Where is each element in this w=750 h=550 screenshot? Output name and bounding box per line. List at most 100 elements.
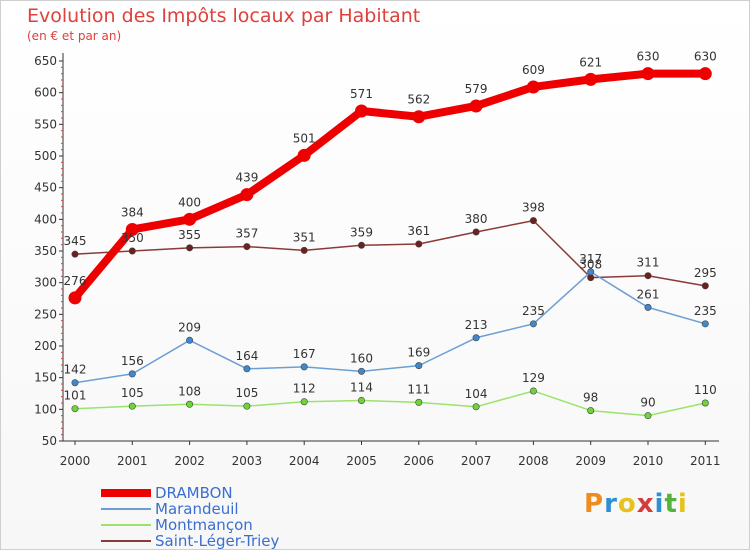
data-point [297,148,311,162]
data-label: 169 [407,346,430,360]
data-label: 579 [465,82,488,96]
y-tick-label: 250 [34,307,57,321]
brand-letter: t [664,489,678,519]
legend-swatch [101,540,151,542]
data-point [644,272,652,280]
y-tick-label: 600 [34,86,57,100]
data-point [357,367,365,375]
data-label: 630 [637,50,660,64]
data-label: 142 [64,363,87,377]
x-tick-label: 2003 [232,454,263,468]
legend-item: DRAMBON [101,484,279,502]
brand-letter: x [636,489,655,519]
data-point [125,222,139,236]
y-tick-label: 100 [34,402,57,416]
data-label: 361 [407,224,430,238]
data-label: 104 [465,387,488,401]
data-label: 261 [637,287,660,301]
series-line-montman-on [74,390,707,417]
data-point [641,67,655,81]
x-tick-label: 2009 [575,454,606,468]
data-point [584,72,598,86]
data-point [357,396,365,404]
x-tick-label: 2011 [690,454,721,468]
legend-swatch [101,489,151,497]
data-label: 571 [350,87,373,101]
data-label: 111 [407,382,430,396]
brand-letter: r [604,489,618,519]
brand-letter: i [654,489,665,519]
data-point [186,244,194,252]
data-point [587,268,595,276]
data-point [415,398,423,406]
data-point [355,104,368,118]
data-point [472,334,480,342]
legend-item: Montmançon [101,516,279,534]
x-tick-label: 2010 [633,454,664,468]
x-tick-label: 2001 [117,454,148,468]
y-tick-label: 150 [34,371,57,385]
x-tick-label: 2006 [404,454,435,468]
proxiti-logo: Proxiti [584,489,688,519]
data-label: 98 [583,391,598,405]
legend-swatch [101,508,151,510]
y-tick-label: 450 [34,181,57,195]
data-label: 105 [121,386,144,400]
data-label: 213 [465,318,488,332]
data-point [412,110,426,124]
data-label: 311 [637,256,660,270]
data-point [128,247,136,255]
series-line-marandeuil [74,271,707,384]
data-point [71,405,79,413]
data-point [71,250,79,258]
data-label: 398 [522,201,545,215]
data-label: 160 [350,351,373,365]
data-label: 384 [121,205,144,219]
data-label: 345 [64,234,87,248]
data-label: 235 [522,304,545,318]
data-point [128,402,136,410]
legend-item: Saint-Léger-Triey [101,532,280,550]
data-label: 621 [579,55,602,69]
data-label: 129 [522,371,545,385]
data-label: 351 [293,230,316,244]
brand-letter: i [677,489,688,519]
chart-title: Evolution des Impôts locaux par Habitant [27,5,421,27]
data-point [415,240,423,248]
data-label: 355 [178,228,201,242]
legend-label: Saint-Léger-Triey [155,532,280,550]
legend-label: Marandeuil [155,500,239,518]
data-point [300,246,308,254]
data-label: 317 [579,252,602,266]
data-label: 357 [235,227,258,241]
data-label: 400 [178,195,201,209]
data-label: 308 [579,258,602,272]
x-tick-label: 2005 [346,454,377,468]
data-point [240,188,254,202]
data-label: 164 [235,349,258,363]
data-label: 101 [64,389,87,403]
data-point [68,291,82,305]
data-point [243,402,251,410]
x-tick-label: 2008 [518,454,549,468]
data-label: 105 [235,386,258,400]
data-label: 359 [350,225,373,239]
data-point [183,212,197,226]
data-point [186,336,194,344]
legend-item: Marandeuil [101,500,279,518]
y-tick-label: 300 [34,276,57,290]
data-label: 108 [178,384,201,398]
x-tick-label: 2000 [60,454,91,468]
data-label: 167 [293,347,316,361]
data-point [701,399,709,407]
brand-letter: o [617,489,637,519]
data-label: 209 [178,320,201,334]
legend-swatch [101,524,151,526]
chart-subtitle: (en € et par an) [27,29,122,43]
x-tick-label: 2007 [461,454,492,468]
y-tick-label: 550 [34,117,57,131]
data-label: 90 [640,396,655,410]
data-point [186,400,194,408]
